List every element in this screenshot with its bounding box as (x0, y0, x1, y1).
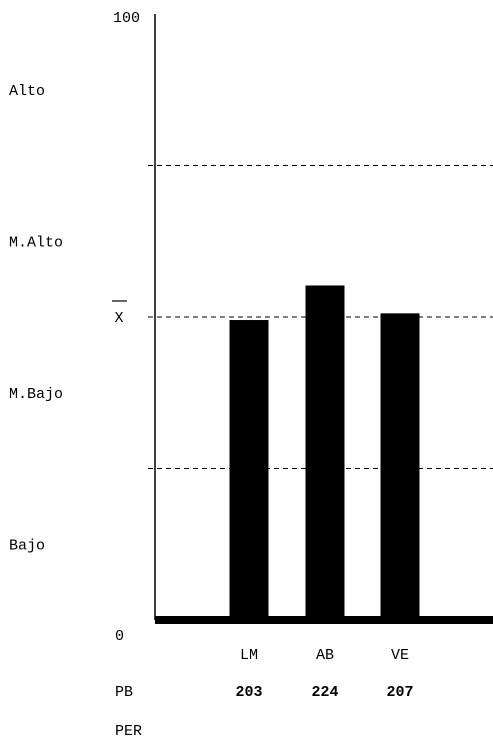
x-axis-baseline (155, 616, 493, 624)
row-label-per: PER (115, 723, 142, 740)
y-tick-label-100: 100 (113, 10, 140, 27)
bar-lm (229, 320, 269, 620)
row-label-pb: PB (115, 684, 133, 701)
level-label-m-alto: M.Alto (9, 234, 63, 251)
pb-values: 203 224 207 (235, 684, 413, 701)
y-tick-label-0: 0 (115, 628, 124, 645)
bar-ve (380, 313, 420, 620)
level-label-alto: Alto (9, 83, 45, 100)
category-label-lm: LM (240, 647, 258, 664)
category-label-ab: AB (316, 647, 334, 664)
mean-label: X (114, 310, 123, 327)
category-labels: LM AB VE (240, 647, 409, 664)
level-label-m-bajo: M.Bajo (9, 386, 63, 403)
level-label-bajo: Bajo (9, 537, 45, 554)
pb-value-ve: 207 (386, 684, 413, 701)
category-label-ve: VE (391, 647, 409, 664)
bar-ab (305, 285, 345, 620)
pb-value-ab: 224 (311, 684, 338, 701)
bars-group (229, 285, 420, 620)
pb-value-lm: 203 (235, 684, 262, 701)
